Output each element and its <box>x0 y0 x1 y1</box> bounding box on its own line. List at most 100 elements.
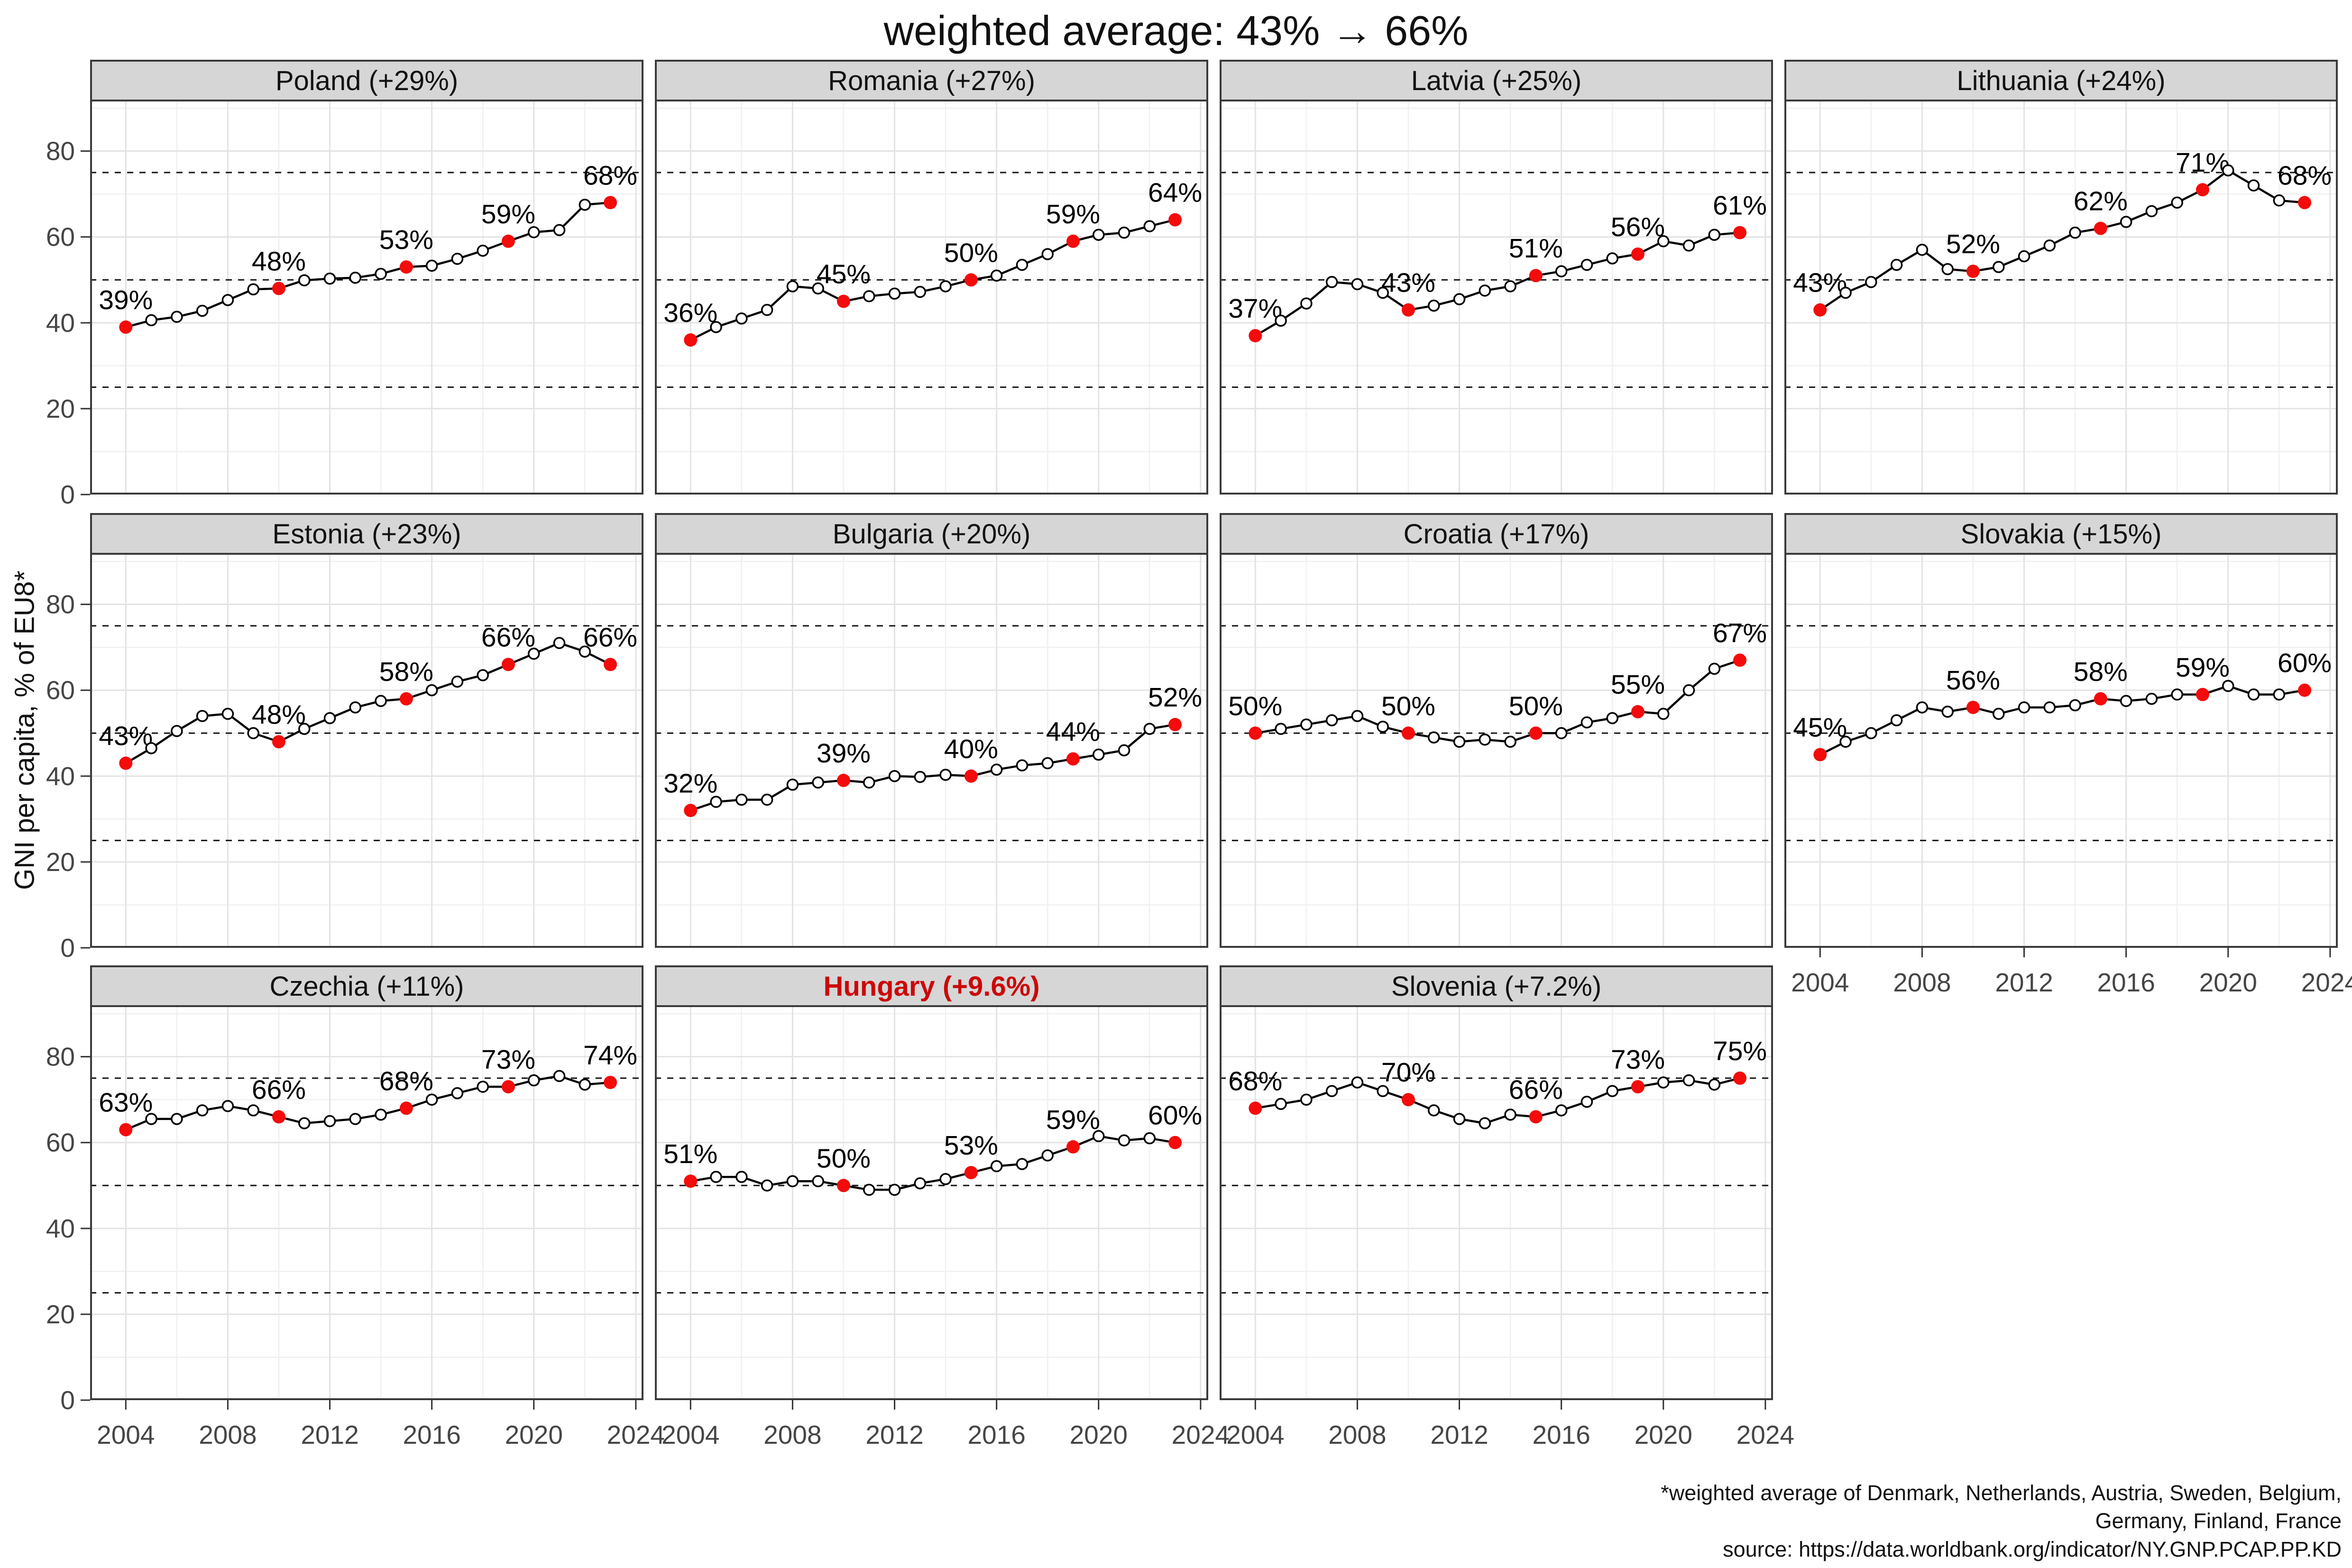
x-tick-label: 2020 <box>1070 1420 1128 1449</box>
labeled-data-point <box>604 196 617 210</box>
facet-strip: Estonia (+23%) <box>90 513 643 553</box>
labeled-data-point <box>1733 226 1747 239</box>
data-point <box>1275 723 1287 735</box>
data-point <box>914 770 927 783</box>
data-label: 40% <box>944 734 998 764</box>
panel-background <box>655 100 1208 495</box>
x-tick-label: 2004 <box>1226 1420 1284 1449</box>
facet-strip: Hungary (+9.6%) <box>655 965 1208 1005</box>
facet-poland: Poland (+29%) 39% 48% 53% 59% 68% 0 20 40 60 80 <box>46 60 643 509</box>
data-point <box>553 1070 566 1082</box>
data-point <box>298 1117 311 1129</box>
data-point <box>1300 718 1313 731</box>
data-point <box>553 637 566 649</box>
data-label: 50% <box>817 1143 871 1174</box>
facet-title: Slovenia (+7.2%) <box>1391 971 1602 1002</box>
data-point <box>2043 239 2056 252</box>
data-point <box>863 290 875 303</box>
data-point <box>761 1179 773 1192</box>
data-label: 43% <box>1381 268 1435 298</box>
data-point <box>1839 286 1852 299</box>
data-label: 64% <box>1148 178 1202 208</box>
data-point <box>1657 707 1670 720</box>
labeled-data-point <box>964 273 978 287</box>
data-label: 73% <box>481 1045 535 1075</box>
data-label: 52% <box>1946 229 2000 259</box>
data-label: 60% <box>1148 1100 1202 1131</box>
facet-croatia: Croatia (+17%) 50% 50% 50% 55% 67% <box>1220 513 1773 948</box>
facet-panel: 50% 50% 50% 55% 67% <box>1220 553 1773 948</box>
y-tick-label: 40 <box>46 308 75 338</box>
data-point <box>1504 1109 1516 1121</box>
footnote-line: Germany, Finland, France <box>2095 1509 2342 1533</box>
data-label: 68% <box>1228 1066 1282 1096</box>
data-label: 71% <box>2176 147 2230 178</box>
data-point <box>761 303 773 316</box>
panel-background <box>1784 100 2338 495</box>
facet-estonia: Estonia (+23%) 43% 48% 58% 66% 66% 0 20 40 60 80 <box>46 513 643 963</box>
data-point <box>1143 1132 1156 1145</box>
data-point <box>553 224 566 237</box>
labeled-data-point <box>272 1110 285 1124</box>
x-tick-label: 2016 <box>2097 968 2155 997</box>
x-tick-label: 2024 <box>1172 1420 1230 1449</box>
labeled-data-point <box>501 658 515 671</box>
panel-background <box>90 100 643 495</box>
data-label: 58% <box>2074 657 2128 687</box>
data-point <box>477 669 489 681</box>
data-label: 59% <box>1046 199 1100 229</box>
facet-title: Slovakia (+15%) <box>1960 518 2162 550</box>
labeled-data-point <box>2196 183 2209 197</box>
data-point <box>2043 701 2056 714</box>
data-point <box>2247 688 2260 701</box>
labeled-data-point <box>501 1080 515 1094</box>
data-point <box>451 1087 464 1100</box>
data-point <box>1941 706 1954 718</box>
labeled-data-point <box>399 260 413 274</box>
labeled-data-point <box>2298 196 2312 210</box>
data-label: 70% <box>1381 1057 1435 1088</box>
panel-border <box>90 553 643 948</box>
x-tick-label: 2024 <box>607 1420 665 1449</box>
data-point <box>710 1171 722 1183</box>
panel-background <box>1784 553 2338 948</box>
data-point <box>1890 258 1903 271</box>
data-label: 62% <box>2074 186 2128 217</box>
data-point <box>1916 244 1929 256</box>
data-label: 55% <box>1611 669 1665 700</box>
facet-title: Latvia (+25%) <box>1411 65 1582 96</box>
data-point <box>1143 220 1156 232</box>
data-point <box>323 272 336 285</box>
data-point <box>171 311 183 323</box>
data-label: 67% <box>1713 618 1767 648</box>
data-point <box>2120 216 2132 228</box>
x-tick-label: 2020 <box>2199 968 2257 997</box>
data-point <box>786 779 799 791</box>
chart-title: weighted average: 43% → 66% <box>883 7 1469 54</box>
labeled-data-point <box>964 1166 978 1180</box>
data-point <box>1479 1117 1491 1129</box>
data-point <box>710 321 722 333</box>
data-point <box>2145 205 2158 218</box>
labeled-data-point <box>1529 726 1543 740</box>
data-label: 43% <box>1793 268 1847 298</box>
data-point <box>761 793 773 806</box>
panel-border <box>655 100 1208 495</box>
data-label: 66% <box>481 622 535 652</box>
data-label: 37% <box>1228 293 1282 324</box>
data-point <box>888 1183 901 1196</box>
labeled-data-point <box>1249 329 1262 342</box>
panel-background <box>90 553 643 948</box>
labeled-data-point <box>836 773 850 787</box>
data-point <box>1606 712 1618 724</box>
footnote-line: *weighted average of Denmark, Netherland… <box>1661 1480 2342 1505</box>
data-label: 51% <box>663 1139 717 1169</box>
data-point <box>1377 1085 1389 1097</box>
data-point <box>1351 1076 1364 1089</box>
y-tick-label: 80 <box>46 1042 75 1072</box>
data-label: 43% <box>99 721 153 752</box>
labeled-data-point <box>119 320 133 334</box>
data-point <box>863 776 875 789</box>
panel-border <box>90 100 643 495</box>
